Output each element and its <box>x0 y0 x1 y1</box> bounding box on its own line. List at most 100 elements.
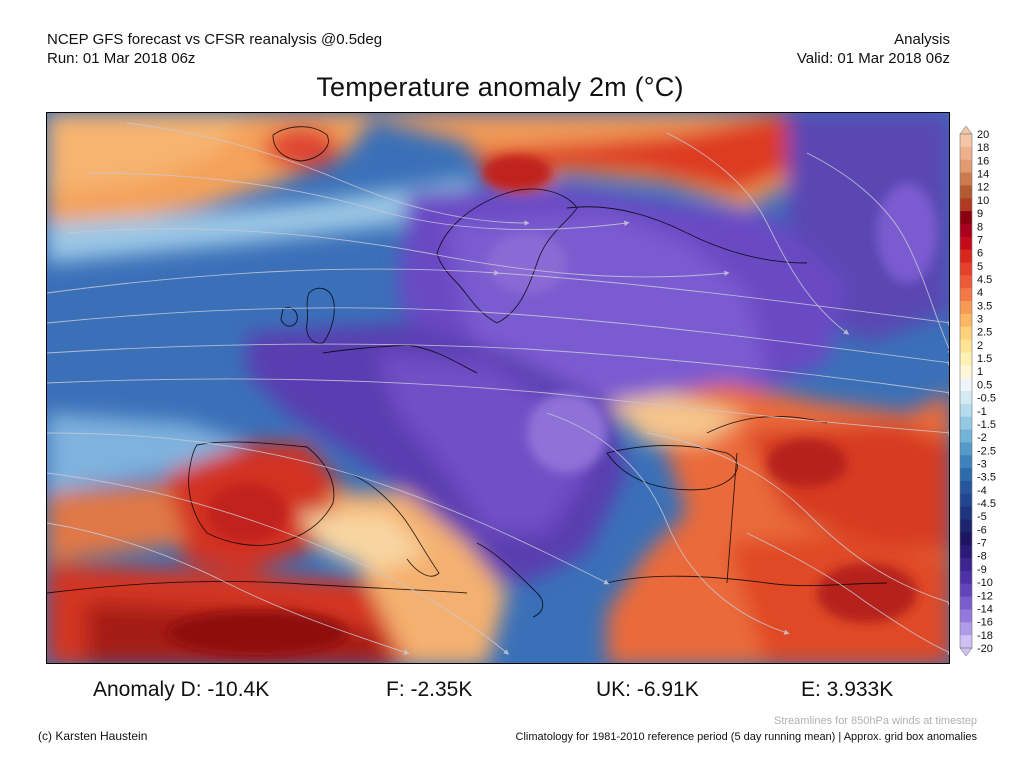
colorbar-swatch <box>960 416 972 430</box>
colorbar-label: 10 <box>977 195 989 207</box>
colorbar-label: -7 <box>977 538 987 550</box>
colorbar-swatch <box>960 223 972 238</box>
colorbar-swatch <box>960 622 972 636</box>
colorbar-swatch <box>960 635 972 649</box>
colorbar-swatch <box>960 455 972 469</box>
colorbar-label: 4 <box>977 287 983 299</box>
map-title: Temperature anomaly 2m (°C) <box>316 72 684 102</box>
colorbar-swatch <box>960 429 972 443</box>
colorbar-swatch <box>960 313 972 328</box>
colorbar-swatch <box>960 288 972 302</box>
colorbar-label: 2 <box>977 340 983 352</box>
colorbar-swatch <box>960 519 972 533</box>
colorbar-label: 7 <box>977 234 983 246</box>
anomaly-spain: E: 3.933K <box>801 678 894 701</box>
colorbar-label: 14 <box>977 169 989 181</box>
colorbar-swatch <box>960 506 972 520</box>
colorbar-swatch <box>960 262 972 276</box>
anomaly-germany: Anomaly D: -10.4K <box>93 678 270 701</box>
colorbar-label: -20 <box>977 643 993 655</box>
colorbar-label: -9 <box>977 564 987 576</box>
valid-time: Valid: 01 Mar 2018 06z <box>796 50 950 67</box>
colorbar-swatch <box>960 609 972 623</box>
colorbar-swatch <box>960 326 972 340</box>
streamline-note: Streamlines for 850hPa winds at timestep <box>774 715 977 727</box>
colorbar-label: 12 <box>977 182 989 194</box>
colorbar-swatches <box>959 126 973 656</box>
colorbar-label: -14 <box>977 603 993 615</box>
colorbar-swatch <box>960 480 972 495</box>
colorbar-swatch <box>960 545 972 559</box>
colorbar-extend-min <box>959 647 973 656</box>
colorbar-label: -10 <box>977 577 993 589</box>
colorbar-frame <box>959 133 973 649</box>
colorbar-label: 5 <box>977 261 983 273</box>
colorbar-swatch <box>960 198 972 212</box>
colorbar-swatch <box>960 146 972 161</box>
header-left: NCEP GFS forecast vs CFSR reanalysis @0.… <box>47 30 382 68</box>
colorbar-extend-max <box>959 126 973 135</box>
colorbar-swatch <box>960 352 972 366</box>
colorbar-swatch <box>960 391 972 405</box>
colorbar-swatch <box>960 570 972 585</box>
colorbar-label: 3 <box>977 314 983 326</box>
copyright: (c) Karsten Haustein <box>38 729 148 743</box>
colorbar-swatch <box>960 236 972 251</box>
colorbar-swatch <box>960 468 972 482</box>
colorbar-swatch <box>960 249 972 263</box>
colorbar-swatch <box>960 558 972 572</box>
colorbar-swatch <box>960 583 972 597</box>
colorbar-label: -12 <box>977 590 993 602</box>
colorbar-swatch <box>960 532 972 546</box>
colorbar-label: 4.5 <box>977 274 992 286</box>
colorbar-swatch <box>960 403 972 418</box>
colorbar-swatch <box>960 442 972 456</box>
colorbar-label: 18 <box>977 142 989 154</box>
run-time: Run: 01 Mar 2018 06z <box>47 50 196 67</box>
colorbar-label: 1 <box>977 366 983 378</box>
colorbar-label: -2 <box>977 432 987 444</box>
colorbar-label: 3.5 <box>977 300 992 312</box>
forecast-type: Analysis <box>894 31 950 48</box>
colorbar-label: -4.5 <box>977 498 996 510</box>
colorbar-label: -18 <box>977 630 993 642</box>
colorbar-label: 20 <box>977 129 989 141</box>
colorbar-label: -5 <box>977 511 987 523</box>
colorbar-label: 9 <box>977 208 983 220</box>
country-anomalies: Anomaly D: -10.4K F: -2.35K UK: -6.91K E… <box>0 678 1024 708</box>
climatology-note: Climatology for 1981-2010 reference peri… <box>515 731 977 743</box>
colorbar-swatch <box>960 211 972 225</box>
colorbar-label: -16 <box>977 617 993 629</box>
anomaly-map-image <box>47 113 949 663</box>
colorbar-swatch <box>960 493 972 508</box>
colorbar-label: -3.5 <box>977 472 996 484</box>
colorbar-label: 6 <box>977 248 983 260</box>
colorbar-label: -1 <box>977 406 987 418</box>
header-right: Analysis Valid: 01 Mar 2018 06z <box>797 30 950 68</box>
colorbar-label: -0.5 <box>977 393 996 405</box>
colorbar-swatch <box>960 134 972 148</box>
model-description: NCEP GFS forecast vs CFSR reanalysis @0.… <box>47 31 383 48</box>
colorbar-label: -8 <box>977 551 987 563</box>
colorbar-swatch <box>960 172 972 186</box>
colorbar-swatch <box>960 275 972 289</box>
colorbar-swatch <box>960 159 972 173</box>
anomaly-france: F: -2.35K <box>386 678 473 701</box>
colorbar-label: 0.5 <box>977 379 992 391</box>
anomaly-uk: UK: -6.91K <box>596 678 699 701</box>
colorbar-swatch <box>960 185 972 199</box>
colorbar-label: -6 <box>977 524 987 536</box>
anomaly-map <box>46 112 950 664</box>
colorbar-label: 16 <box>977 155 989 167</box>
colorbar-label: -1.5 <box>977 419 996 431</box>
colorbar-label: 2.5 <box>977 327 992 339</box>
colorbar-label: -3 <box>977 458 987 470</box>
colorbar-swatch <box>960 301 972 315</box>
colorbar-label: -2.5 <box>977 445 996 457</box>
colorbar-label: 1.5 <box>977 353 992 365</box>
colorbar-swatch <box>960 378 972 392</box>
colorbar-label: -4 <box>977 485 987 497</box>
colorbar-swatch <box>960 596 972 610</box>
